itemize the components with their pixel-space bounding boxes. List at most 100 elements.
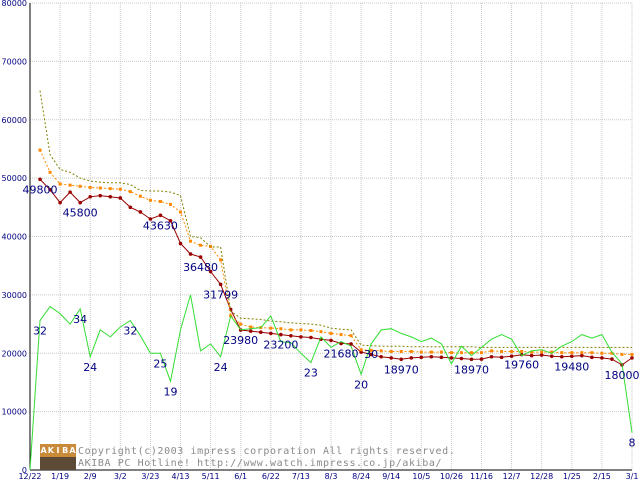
chart-series bbox=[29, 90, 634, 471]
series-point bbox=[439, 355, 444, 360]
x-tick-label: 7/13 bbox=[292, 472, 310, 480]
series-point bbox=[559, 354, 564, 359]
series-point bbox=[329, 331, 333, 335]
copyright-line-1: Copyright(c)2003 impress corporation All… bbox=[78, 446, 456, 457]
series-point bbox=[68, 190, 72, 194]
series-point bbox=[399, 357, 404, 362]
series-point bbox=[449, 356, 454, 360]
data-label: 8 bbox=[629, 437, 636, 450]
x-tick-label: 2/15 bbox=[593, 472, 611, 480]
series-point bbox=[269, 326, 273, 330]
series-point bbox=[490, 349, 494, 353]
series-point bbox=[590, 351, 594, 355]
y-tick-label: 10000 bbox=[2, 408, 27, 417]
x-tick-label: 8/3 bbox=[325, 472, 338, 480]
series-point bbox=[138, 194, 142, 198]
series-2 bbox=[39, 90, 632, 348]
series-point bbox=[98, 186, 102, 190]
series-point bbox=[258, 330, 263, 335]
x-tick-label: 9/14 bbox=[382, 472, 400, 480]
series-point bbox=[58, 200, 62, 205]
series-point bbox=[189, 239, 193, 243]
series-point bbox=[600, 356, 604, 360]
series-point bbox=[419, 350, 423, 354]
x-tick-label: 10/5 bbox=[412, 472, 430, 480]
series-point bbox=[88, 195, 92, 199]
series-point bbox=[570, 354, 574, 359]
x-tick-label: 2/9 bbox=[84, 472, 97, 480]
data-label: 49800 bbox=[23, 183, 58, 196]
x-tick-label: 12/28 bbox=[530, 472, 553, 480]
series-point bbox=[550, 350, 554, 354]
series-point bbox=[309, 328, 313, 332]
data-label: 23 bbox=[304, 367, 318, 380]
series-point bbox=[128, 205, 133, 210]
series-point bbox=[499, 355, 504, 360]
data-label: 18970 bbox=[384, 363, 419, 376]
series-line bbox=[39, 149, 632, 355]
series-point bbox=[279, 327, 283, 331]
y-tick-label: 20000 bbox=[2, 349, 27, 358]
copyright-line-2: AKIBA PC Hotline! http://www.watch.impre… bbox=[78, 458, 443, 469]
x-tick-label: 10/26 bbox=[440, 472, 463, 480]
data-label: 23980 bbox=[223, 334, 258, 347]
y-tick-label: 40000 bbox=[2, 233, 27, 242]
series-3 bbox=[29, 294, 633, 471]
series-point bbox=[179, 210, 182, 214]
x-tick-label: 3/23 bbox=[141, 472, 159, 480]
series-point bbox=[520, 349, 524, 353]
data-label: 20 bbox=[354, 378, 368, 391]
series-point bbox=[459, 351, 463, 355]
y-tick-label: 60000 bbox=[2, 116, 27, 125]
y-tick-label: 30000 bbox=[2, 291, 27, 300]
series-point bbox=[188, 252, 193, 256]
series-point bbox=[560, 351, 564, 355]
data-label: 19 bbox=[163, 385, 177, 398]
series-point bbox=[168, 202, 172, 206]
series-point bbox=[289, 333, 293, 338]
y-axis-ticks: 0 10000 20000 30000 40000 50000 60000 70000 8000… bbox=[2, 0, 27, 475]
series-point bbox=[509, 354, 514, 358]
x-tick-label: 3/2 bbox=[114, 472, 127, 480]
x-tick-label: 5/11 bbox=[202, 472, 220, 480]
series-point bbox=[540, 350, 544, 354]
series-point bbox=[500, 349, 504, 353]
series-point bbox=[349, 342, 353, 346]
series-point bbox=[118, 196, 123, 200]
series-point bbox=[610, 357, 614, 361]
series-point bbox=[580, 353, 584, 358]
series-point bbox=[78, 200, 82, 205]
series-point bbox=[510, 349, 514, 353]
series-point bbox=[379, 354, 383, 359]
series-point bbox=[590, 355, 594, 360]
data-label: 24 bbox=[214, 361, 228, 374]
series-point bbox=[299, 328, 303, 332]
y-tick-label: 70000 bbox=[2, 57, 27, 66]
data-label: 25 bbox=[153, 357, 167, 370]
series-point bbox=[48, 170, 52, 174]
data-label: 32 bbox=[123, 325, 137, 338]
series-point bbox=[219, 258, 223, 262]
series-point bbox=[249, 325, 253, 329]
data-label: 31799 bbox=[203, 288, 238, 301]
series-point bbox=[289, 328, 293, 332]
series-point bbox=[469, 351, 473, 355]
data-label: 18970 bbox=[454, 363, 489, 376]
series-point bbox=[529, 353, 534, 358]
data-label: 36480 bbox=[183, 261, 218, 274]
series-point bbox=[98, 193, 103, 198]
series-point bbox=[309, 335, 313, 340]
series-point bbox=[630, 356, 634, 360]
chart-axes bbox=[29, 3, 632, 471]
series-point bbox=[239, 322, 243, 326]
series-point bbox=[118, 187, 122, 191]
series-point bbox=[38, 177, 42, 182]
series-point bbox=[459, 356, 464, 361]
data-label: 18000 bbox=[604, 369, 639, 382]
series-point bbox=[570, 351, 574, 355]
series-point bbox=[148, 198, 152, 202]
series-point bbox=[580, 351, 584, 355]
data-label: 21680 bbox=[324, 347, 359, 360]
chart-grid bbox=[29, 2, 633, 471]
